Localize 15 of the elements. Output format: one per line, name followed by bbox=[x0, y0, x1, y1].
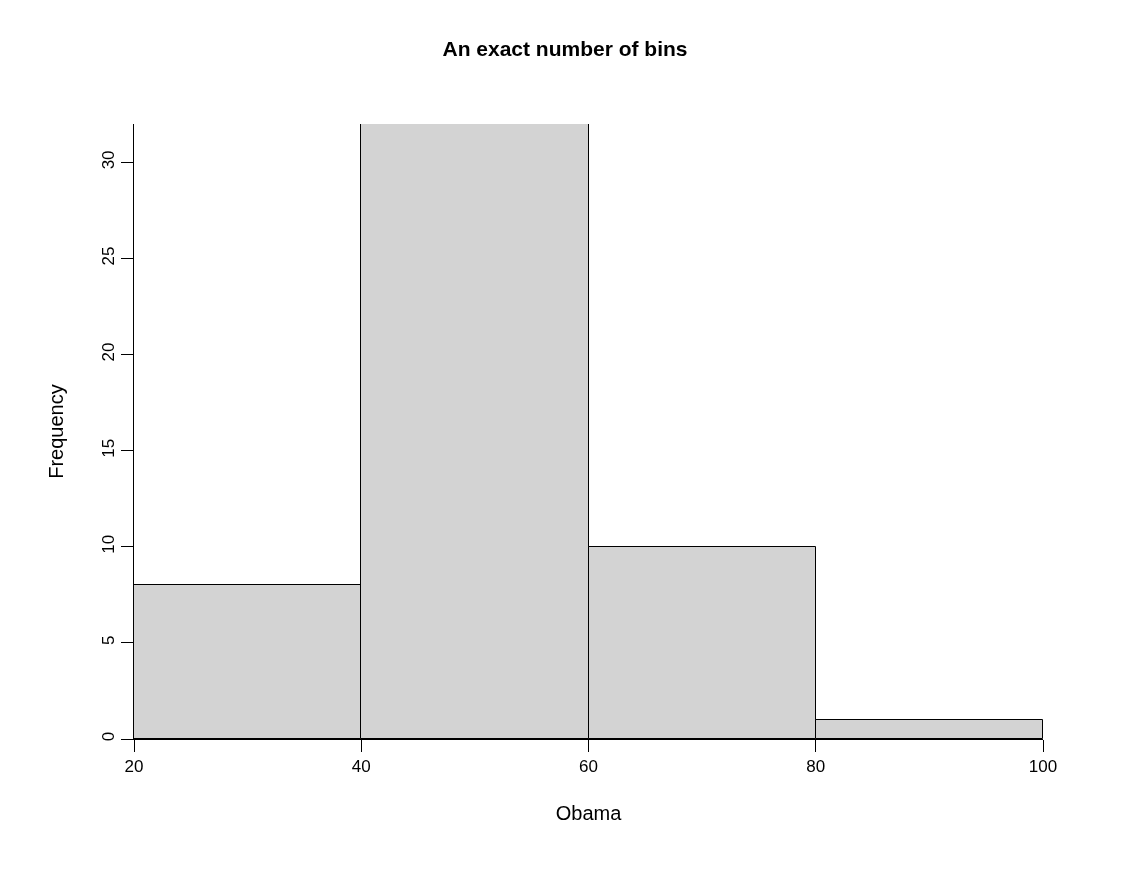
x-axis-title: Obama bbox=[555, 801, 623, 824]
y-tick-label: 20 bbox=[99, 342, 119, 362]
x-tick-label: 60 bbox=[579, 757, 598, 777]
y-tick-label: 15 bbox=[99, 438, 119, 458]
y-tick-label: 10 bbox=[99, 534, 119, 554]
x-tick-label: 100 bbox=[1028, 757, 1058, 777]
y-axis-title: Frequency bbox=[44, 384, 67, 479]
x-tick-label: 20 bbox=[124, 757, 144, 777]
y-tick-label: 30 bbox=[99, 150, 119, 170]
x-tick-label: 40 bbox=[351, 757, 371, 777]
y-tick-label: 5 bbox=[99, 635, 119, 646]
chart-title: An exact number of bins bbox=[442, 37, 688, 61]
y-tick-label: 25 bbox=[99, 246, 119, 266]
x-tick-label: 80 bbox=[806, 757, 826, 777]
y-tick-label: 0 bbox=[99, 731, 119, 742]
